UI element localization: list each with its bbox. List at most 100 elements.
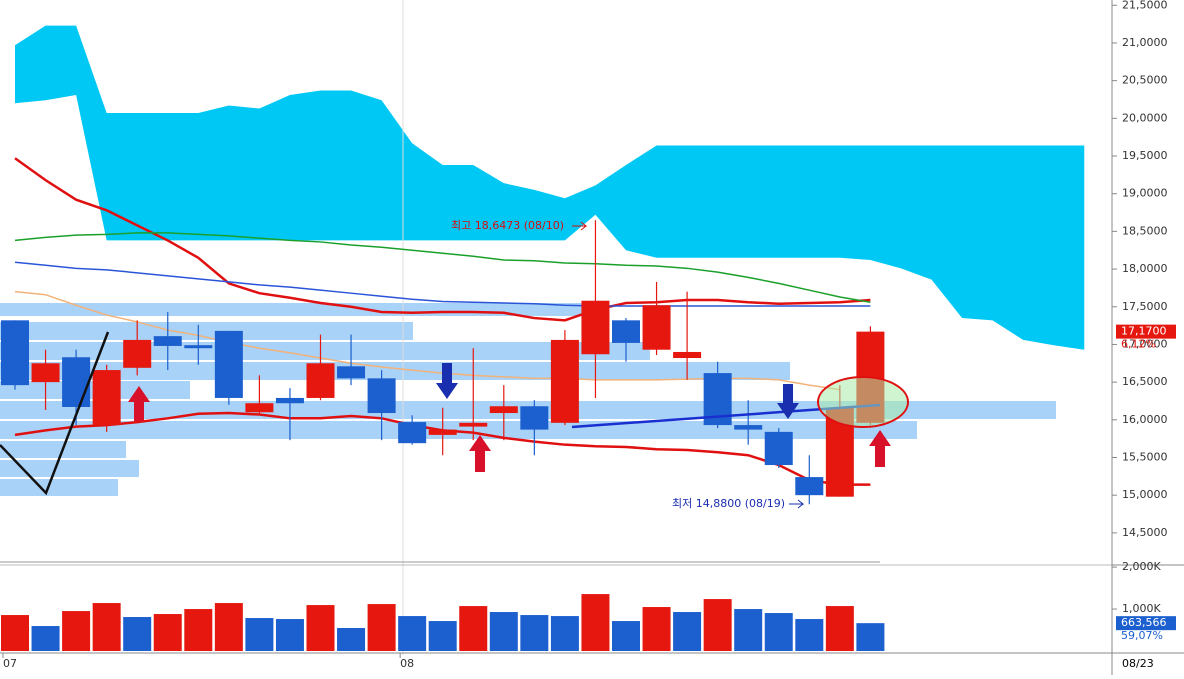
- volume-bar: [428, 621, 457, 651]
- volume-bar: [1, 615, 29, 651]
- profile-bar: [0, 322, 413, 340]
- candle-body: [31, 363, 60, 383]
- y-tick-label: 17,0000: [1122, 337, 1168, 350]
- candle-body: [581, 300, 610, 355]
- candle-body: [459, 422, 488, 427]
- volume-bar: [856, 623, 885, 651]
- profile-bar: [0, 460, 139, 477]
- y-tick-label: 19,5000: [1122, 149, 1168, 162]
- volume-bar: [153, 614, 182, 651]
- volume-bar: [764, 613, 793, 651]
- y-tick-label: 21,0000: [1122, 36, 1168, 49]
- candle-body: [306, 363, 335, 398]
- y-tick-label: 16,5000: [1122, 375, 1168, 388]
- last-volume-tag: [1116, 616, 1176, 631]
- axis-layer: 07 08 14,5000 15,0000 15,5000 16,0000 16,5000 1…: [2, 0, 1176, 670]
- candle-body: [275, 397, 304, 404]
- high-annotation: 최고 18,6473 (08/10): [451, 219, 564, 232]
- down-arrow: [777, 384, 799, 419]
- candle-body: [1, 320, 29, 386]
- x-tick-label: 08: [400, 657, 414, 670]
- volume-bar: [795, 619, 824, 651]
- volume-bar: [520, 615, 549, 651]
- y-tick-label: 15,5000: [1122, 450, 1168, 463]
- profile-bar: [0, 479, 118, 496]
- volume-bar: [398, 616, 427, 651]
- volume-bar: [612, 621, 640, 651]
- down-arrows: [436, 363, 799, 419]
- candle-body: [489, 406, 518, 414]
- volume-bar: [734, 609, 763, 651]
- candle-body: [153, 336, 182, 346]
- candle-body: [520, 406, 549, 430]
- volume-bar: [31, 626, 60, 651]
- y-tick-label: 20,5000: [1122, 74, 1168, 87]
- candle-body: [795, 477, 824, 496]
- volume-bar: [459, 606, 488, 651]
- volume-bar: [489, 612, 518, 651]
- moving-average-line: [14, 290, 840, 391]
- change-label: 6,12%: [1121, 338, 1156, 351]
- volume-ratio-label: 59,07%: [1121, 629, 1163, 642]
- low-annotation: 최저 14,8800 (08/19): [672, 497, 785, 510]
- candle-body: [62, 357, 91, 407]
- y-tick-label: 15,0000: [1122, 488, 1168, 501]
- y-tick-label: 19,0000: [1122, 187, 1168, 200]
- annotation-arrow: [572, 221, 588, 231]
- up-arrow: [128, 386, 150, 421]
- moving-average-line: [14, 157, 871, 322]
- candle-body: [550, 339, 579, 423]
- y-tick-label: 18,5000: [1122, 224, 1168, 237]
- profile-bar: [0, 421, 917, 439]
- up-arrows: [128, 386, 891, 472]
- volume-bar: [673, 612, 702, 651]
- candle-body: [642, 305, 671, 350]
- volume-bar: [825, 606, 854, 651]
- candle-layer: [1, 220, 885, 651]
- up-arrow: [469, 435, 491, 472]
- candle-body: [92, 370, 121, 426]
- candle-body: [764, 431, 793, 466]
- volume-bar: [123, 617, 152, 651]
- ichimoku-cloud: [15, 25, 1085, 350]
- candle-body: [734, 425, 763, 430]
- volume-bar: [214, 603, 243, 651]
- last-date-label: 08/23: [1122, 657, 1154, 670]
- volume-bar: [703, 599, 732, 651]
- profile-bar: [0, 342, 650, 360]
- volume-bar: [62, 611, 91, 651]
- y-tick-label: 17,5000: [1122, 300, 1168, 313]
- highlight-ellipse: [817, 376, 909, 428]
- drawn-trendline: [0, 331, 110, 496]
- volume-bar: [337, 628, 366, 651]
- candle-body: [428, 429, 457, 435]
- down-arrow: [436, 363, 458, 399]
- up-arrow: [869, 430, 891, 467]
- candle-body: [673, 351, 702, 359]
- volume-bar: [550, 616, 579, 651]
- moving-average-line: [14, 261, 871, 307]
- last-price-label: 17,1700: [1121, 325, 1167, 338]
- y-tick-label: 14,5000: [1122, 526, 1168, 539]
- candle-body: [184, 345, 213, 349]
- volume-bar: [245, 618, 274, 651]
- volume-bar: [275, 619, 304, 651]
- candle-body: [123, 339, 152, 368]
- annotation-arrow: [789, 499, 805, 509]
- volume-bar: [367, 604, 396, 651]
- cloud-layer: [15, 25, 1085, 350]
- candle-body: [612, 320, 640, 343]
- y-tick-label: 2,000K: [1122, 560, 1161, 573]
- candle-body: [214, 330, 243, 398]
- y-tick-label: 21,5000: [1122, 0, 1168, 11]
- profile-bar: [0, 362, 790, 380]
- y-tick-label: 20,0000: [1122, 111, 1168, 124]
- volume-bar: [92, 603, 121, 651]
- volume-bar: [184, 609, 213, 651]
- candle-body: [245, 403, 274, 413]
- y-tick-label: 16,0000: [1122, 413, 1168, 426]
- y-tick-label: 18,0000: [1122, 262, 1168, 275]
- moving-average-line: [14, 232, 871, 303]
